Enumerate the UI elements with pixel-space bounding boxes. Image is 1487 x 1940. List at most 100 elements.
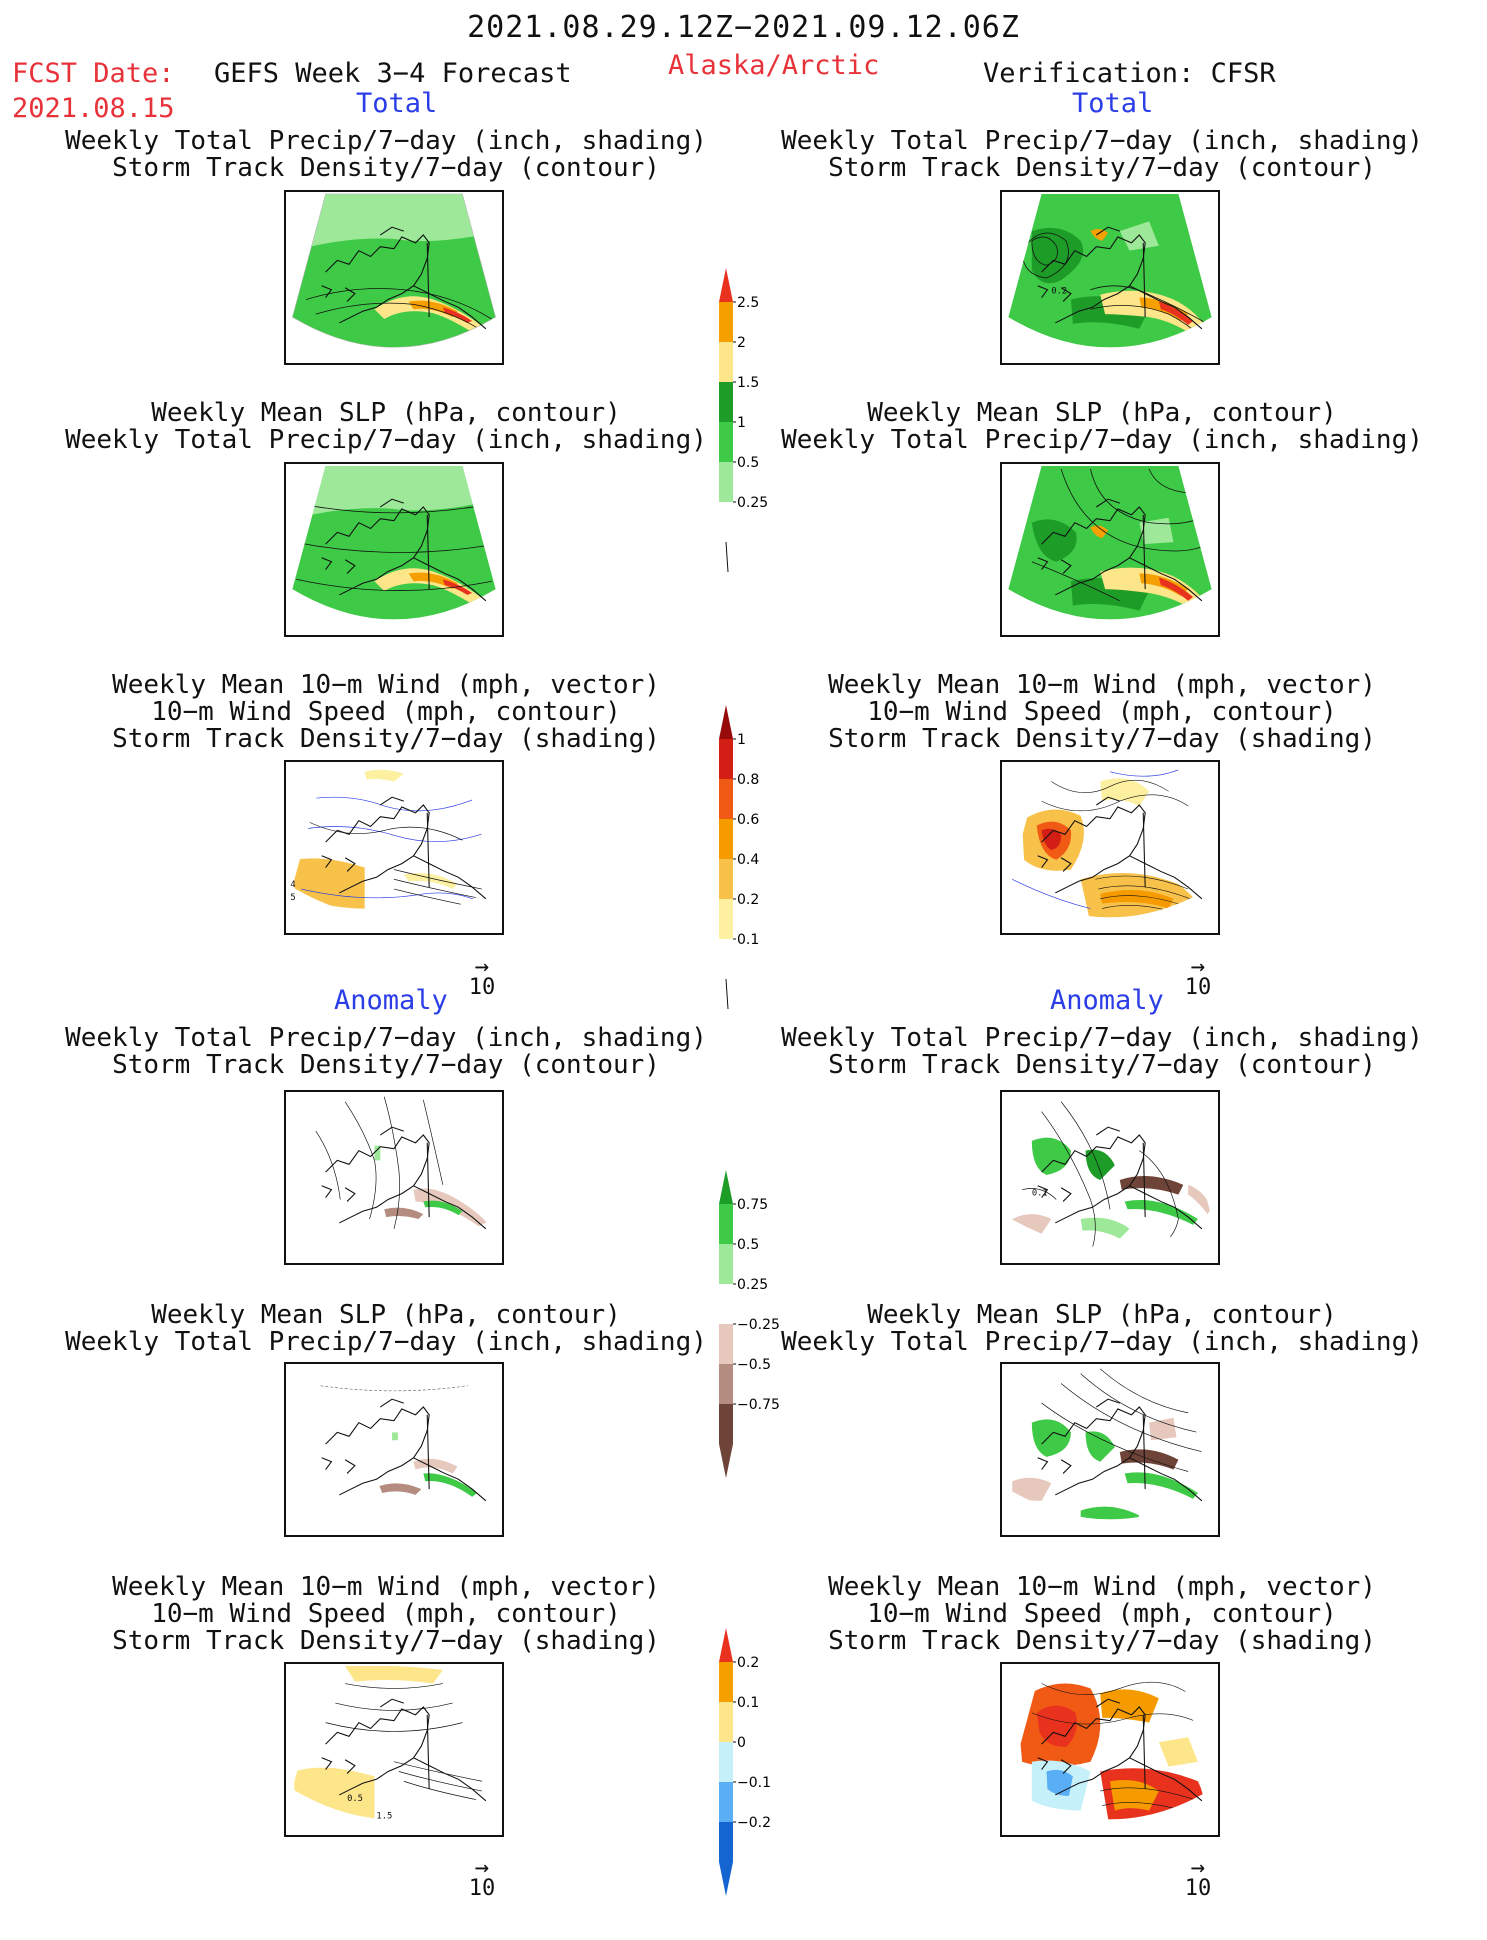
colorbar-bottom-end [719,1862,733,1896]
colorbar-top-arrow [719,705,733,739]
contour-label: 5 [290,893,295,903]
colorbar-segment [719,1782,733,1822]
panel-title-fcst-total-wind-storm: Weekly Mean 10−m Wind (mph, vector) 10−m… [112,670,660,754]
colorbar-segment [719,1702,733,1742]
colorbar-total-precip: 2.5 2 1.5 1 0.5 0.25 [715,268,785,594]
verification-title: Verification: CFSR [983,58,1276,89]
vector-ref-verif-total: → 10 [1168,952,1228,1000]
map-verif-anom-precip-storm: 0.1 [1000,1090,1220,1265]
map-fcst-anom-slp-precip [284,1362,504,1537]
colorbar-bottom-end [725,978,729,1010]
section-total-verif: Total [1072,88,1154,119]
section-total-fcst: Total [356,88,438,119]
colorbar-tick-label: 0.2 [737,892,759,908]
fcst-date-label: FCST Date: [12,58,175,89]
section-anomaly-fcst: Anomaly [334,985,448,1016]
map-verif-anom-slp-precip [1000,1362,1220,1537]
colorbar-bottom-end [719,1444,733,1478]
map-fcst-total-slp-precip [284,462,504,637]
colorbar-segment [719,302,733,342]
colorbar-tick-label: 0.8 [737,772,759,788]
map-fcst-anom-wind-storm: 0.5 1.5 [284,1662,504,1837]
colorbar-segment [719,1364,733,1404]
colorbar-tick-label: 0.2 [737,1655,759,1671]
colorbar-segment [719,422,733,462]
colorbar-svg: 0.2 0.1 0 −0.1 −0.2 [719,1628,771,1896]
panel-title-verif-total-wind-storm: Weekly Mean 10−m Wind (mph, vector) 10−m… [828,670,1376,754]
forecast-title: GEFS Week 3−4 Forecast [214,58,572,89]
colorbar-segment [719,342,733,382]
map-fcst-total-wind-storm: 4 5 [284,760,504,935]
date-range-title: 2021.08.29.12Z−2021.09.12.06Z [467,10,1020,45]
panel-title-verif-total-precip-storm: Weekly Total Precip/7−day (inch, shading… [781,126,1423,183]
vector-arrow-icon: → [474,952,490,980]
colorbar-bottom-end [725,541,729,573]
contour-label: 0.5 [347,1794,363,1804]
panel-title-verif-anom-wind-storm: Weekly Mean 10−m Wind (mph, vector) 10−m… [828,1572,1376,1656]
colorbar-svg: 0.75 0.5 0.25 −0.25 −0.5 −0.75 [719,1170,780,1478]
colorbar-tick-label: 2 [737,335,746,351]
colorbar-segment [719,819,733,859]
colorbar-tick-label: 1.5 [737,375,759,391]
vector-ref-value: 10 [1184,1876,1212,1901]
colorbar-segment [719,502,733,542]
section-anomaly-verif: Anomaly [1050,985,1164,1016]
panel-title-fcst-total-slp-precip: Weekly Mean SLP (hPa, contour) Weekly To… [65,398,707,455]
vector-ref-fcst-anom: → 10 [452,1853,512,1901]
colorbar-segment [719,899,733,939]
panel-title-verif-anom-slp-precip: Weekly Mean SLP (hPa, contour) Weekly To… [781,1300,1423,1357]
colorbar-tick-label: −0.1 [737,1775,771,1791]
map-verif-anom-wind-storm [1000,1662,1220,1837]
colorbar-anom-precip: 0.75 0.5 0.25 −0.25 −0.5 −0.75 [715,1170,785,1522]
panel-title-fcst-anom-wind-storm: Weekly Mean 10−m Wind (mph, vector) 10−m… [112,1572,660,1656]
map-fcst-anom-precip-storm [284,1090,504,1265]
colorbar-segment [719,939,733,979]
vector-ref-fcst-total: → 10 [452,952,512,1000]
map-verif-total-wind-storm [1000,760,1220,935]
colorbar-segment [719,1662,733,1702]
colorbar-top-arrow [719,1170,733,1204]
colorbar-total-storm: 1 0.8 0.6 0.4 0.2 0.1 [715,705,785,1031]
colorbar-tick-label: 2.5 [737,295,759,311]
colorbar-tick-label: 1 [737,415,746,431]
colorbar-svg: 2.5 2 1.5 1 0.5 0.25 [719,268,768,573]
colorbar-tick-label: 0.75 [737,1197,768,1213]
colorbar-top-arrow [719,268,733,302]
colorbar-segment [719,462,733,502]
colorbar-tick-label: 0.25 [737,495,768,511]
contour-label: 0.1 [1032,1189,1048,1199]
map-verif-total-slp-precip [1000,462,1220,637]
panel-title-verif-total-slp-precip: Weekly Mean SLP (hPa, contour) Weekly To… [781,398,1423,455]
colorbar-top-arrow [719,1628,733,1662]
vector-ref-value: 10 [468,1876,496,1901]
colorbar-segment [719,1204,733,1244]
colorbar-tick-label: −0.5 [737,1357,771,1373]
colorbar-tick-label: 0 [737,1735,746,1751]
colorbar-tick-label: 0.6 [737,812,759,828]
colorbar-segment [719,1742,733,1782]
colorbar-anom-storm: 0.2 0.1 0 −0.1 −0.2 [715,1628,785,1940]
map-fcst-total-precip-storm [284,190,504,365]
vector-ref-verif-anom: → 10 [1168,1853,1228,1901]
panel-title-fcst-anom-precip-storm: Weekly Total Precip/7−day (inch, shading… [65,1023,707,1080]
colorbar-tick-label: −0.25 [737,1317,780,1333]
colorbar-tick-label: 0.1 [737,1695,759,1711]
vector-ref-value: 10 [1184,975,1212,1000]
fcst-date-value: 2021.08.15 [12,93,175,124]
colorbar-segment [719,779,733,819]
colorbar-segment [719,859,733,899]
panel-title-fcst-total-precip-storm: Weekly Total Precip/7−day (inch, shading… [65,126,707,183]
colorbar-segment [719,1244,733,1284]
vector-arrow-icon: → [1190,952,1206,980]
colorbar-tick-label: −0.2 [737,1815,771,1831]
colorbar-segment [719,382,733,422]
colorbar-svg: 1 0.8 0.6 0.4 0.2 0.1 [719,705,759,1010]
colorbar-tick-label: 0.4 [737,852,759,868]
vector-arrow-icon: → [1190,1853,1206,1881]
vector-arrow-icon: → [474,1853,490,1881]
contour-label: 4 [290,880,295,890]
contour-label: 1.5 [376,1811,392,1821]
colorbar-segment [719,1404,733,1444]
colorbar-tick-label: 0.5 [737,1237,759,1253]
vector-ref-value: 10 [468,975,496,1000]
